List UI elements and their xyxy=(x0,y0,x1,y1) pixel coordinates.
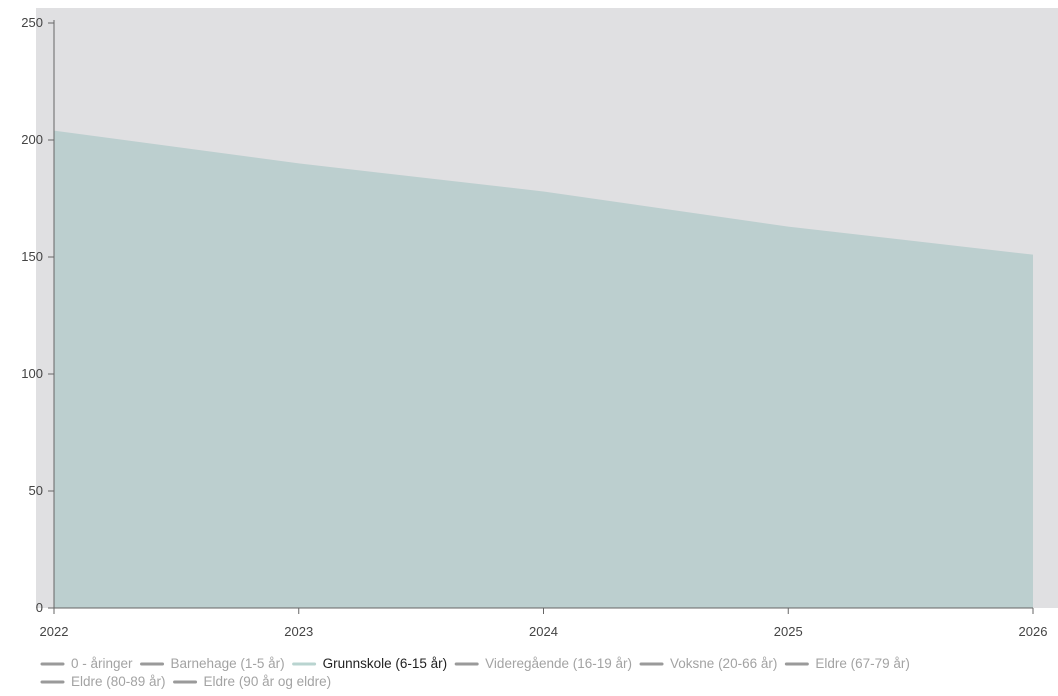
y-tick-label: 50 xyxy=(29,483,43,498)
legend-label: Eldre (67-79 år) xyxy=(815,656,910,671)
axes: 0 50 100 150 200 250 2022 2023 2024 2025 2026 xyxy=(21,15,1047,639)
legend-item[interactable]: Eldre (90 år og eldre) xyxy=(173,674,332,689)
x-tick-label: 2023 xyxy=(284,624,313,639)
legend-label: Eldre (80-89 år) xyxy=(71,674,166,689)
legend-label: 0 - åringer xyxy=(71,656,133,671)
y-tick-label: 250 xyxy=(21,15,43,30)
legend-item[interactable]: Voksne (20-66 år) xyxy=(639,656,777,671)
legend-label: Eldre (90 år og eldre) xyxy=(204,674,332,689)
y-tick-label: 150 xyxy=(21,249,43,264)
legend-label: Voksne (20-66 år) xyxy=(670,656,777,671)
x-tick-label: 2022 xyxy=(40,624,69,639)
y-tick-label: 100 xyxy=(21,366,43,381)
area-series-grunnskole[interactable] xyxy=(54,130,1033,608)
x-tick-label: 2026 xyxy=(1019,624,1048,639)
legend-item[interactable]: Eldre (67-79 år) xyxy=(784,656,910,671)
legend-item[interactable]: Barnehage (1-5 år) xyxy=(140,656,285,671)
legend-item[interactable]: Videregående (16-19 år) xyxy=(454,656,632,671)
legend-item[interactable]: 0 - åringer xyxy=(40,656,133,671)
legend-item[interactable]: Eldre (80-89 år) xyxy=(40,674,166,689)
x-tick-label: 2024 xyxy=(529,624,558,639)
y-tick-label: 0 xyxy=(36,600,43,615)
legend-label: Videregående (16-19 år) xyxy=(485,656,632,671)
legend-label: Grunnskole (6-15 år) xyxy=(323,656,448,671)
y-tick-label: 200 xyxy=(21,132,43,147)
legend-item[interactable]: Grunnskole (6-15 år) xyxy=(292,656,448,671)
x-tick-label: 2025 xyxy=(774,624,803,639)
legend[interactable]: 0 - åringer Barnehage (1-5 år) Grunnskole … xyxy=(40,656,910,689)
legend-label: Barnehage (1-5 år) xyxy=(171,656,285,671)
